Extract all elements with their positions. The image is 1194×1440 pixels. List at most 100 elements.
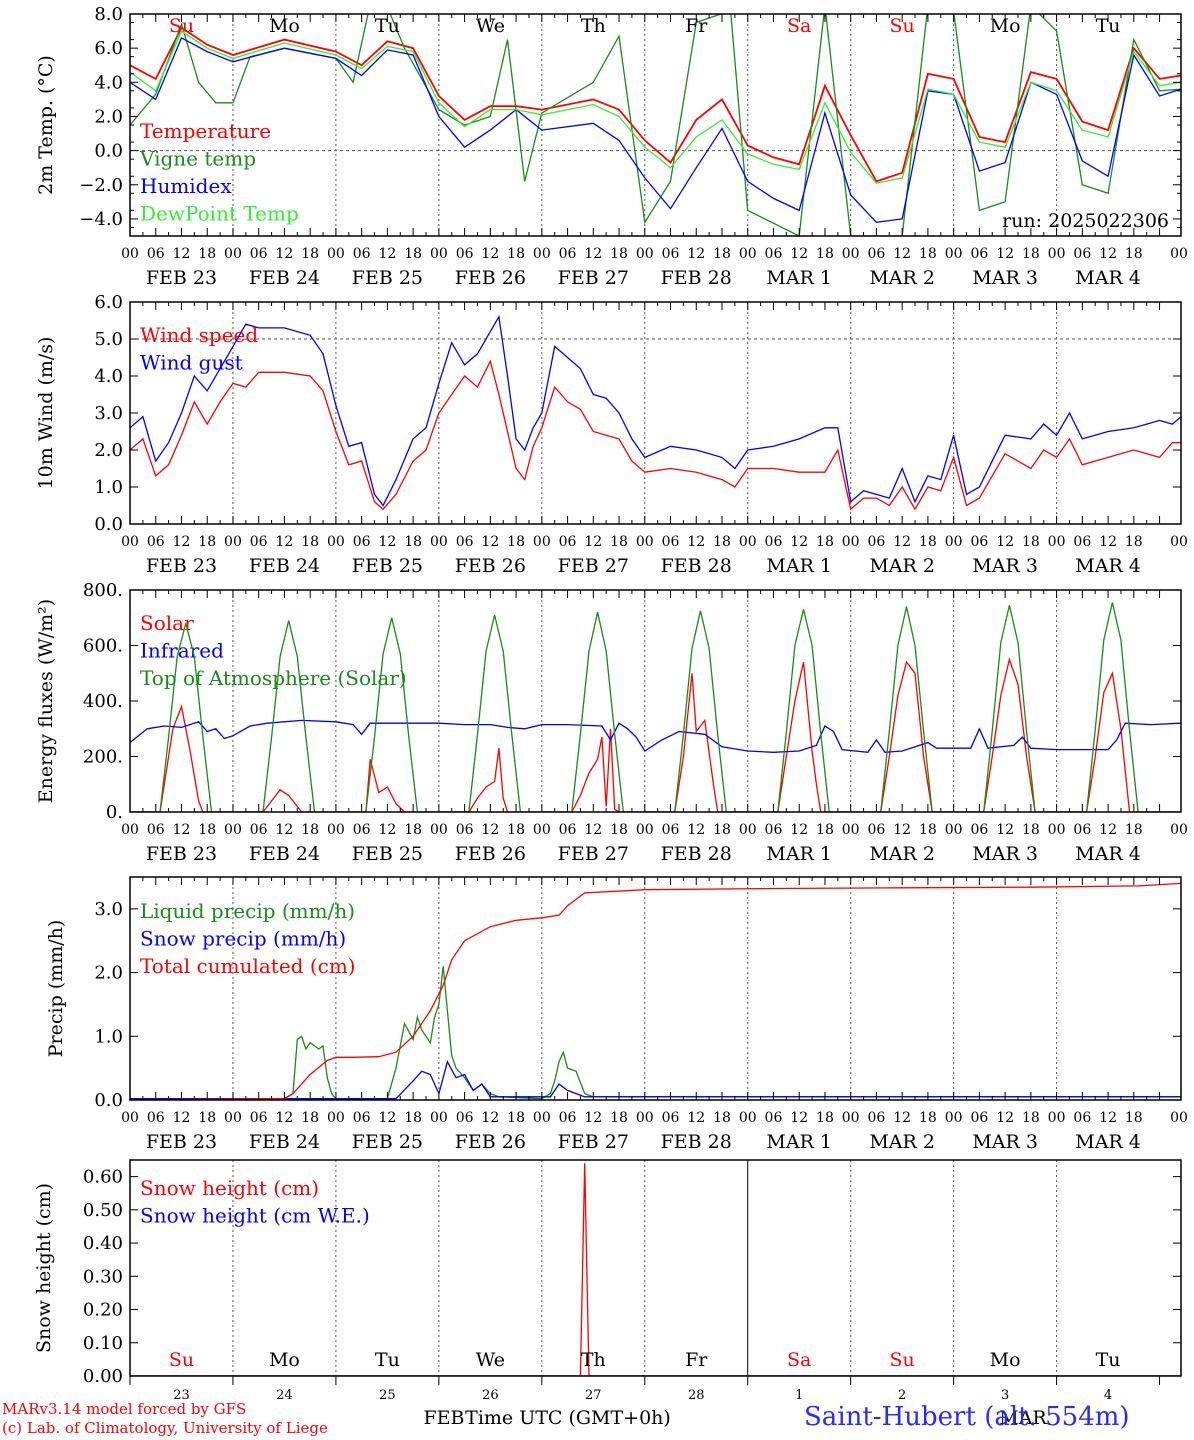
- series-line-0: [130, 1163, 1181, 1376]
- y-axis-title: Precip (mm/h): [45, 920, 67, 1058]
- date-label: FEB 27: [558, 843, 629, 865]
- hour-label: 06: [559, 534, 577, 550]
- date-label: MAR 2: [869, 843, 935, 865]
- hour-label: 18: [1125, 1110, 1143, 1126]
- y-tick-label: 0.10: [83, 1333, 123, 1354]
- hour-label: 12: [481, 534, 499, 550]
- hour-label: 06: [147, 534, 165, 550]
- hour-label: 12: [276, 534, 294, 550]
- y-tick-label: 400.: [83, 691, 123, 712]
- date-label: FEB 24: [249, 843, 320, 865]
- hour-label: 06: [868, 1110, 886, 1126]
- date-label: FEB 25: [352, 1131, 423, 1153]
- hour-label: 06: [250, 822, 268, 838]
- day-name: Mo: [990, 15, 1021, 37]
- hour-label: 18: [919, 822, 937, 838]
- hour-label: 06: [353, 534, 371, 550]
- hour-label: 12: [584, 246, 602, 262]
- hour-label: 12: [481, 246, 499, 262]
- hour-label: 18: [507, 534, 525, 550]
- hour-label: 06: [970, 1110, 988, 1126]
- hour-label: 18: [404, 822, 422, 838]
- hour-label: 12: [173, 246, 191, 262]
- hour-label: 06: [559, 246, 577, 262]
- hour-label: 00: [1170, 822, 1188, 838]
- hour-label: 18: [610, 822, 628, 838]
- hour-label: 00: [533, 534, 551, 550]
- hour-label: 12: [378, 822, 396, 838]
- y-tick-label: 2.0: [94, 106, 123, 127]
- hour-label: 18: [507, 1110, 525, 1126]
- day-name: Su: [890, 1349, 915, 1371]
- hour-label: 00: [533, 1110, 551, 1126]
- hour-label: 18: [301, 246, 319, 262]
- date-label: MAR 1: [766, 843, 832, 865]
- y-tick-label: −2.0: [79, 175, 123, 196]
- legend-entry: Liquid precip (mm/h): [140, 899, 355, 923]
- hour-label: 12: [893, 822, 911, 838]
- hour-label: 06: [559, 1110, 577, 1126]
- hour-label: 06: [765, 1110, 783, 1126]
- y-tick-label: 2.0: [94, 963, 123, 984]
- day-number: 3: [1001, 1388, 1009, 1403]
- hour-label: 12: [996, 822, 1014, 838]
- hour-label: 06: [456, 822, 474, 838]
- hour-label: 00: [636, 246, 654, 262]
- hour-label: 18: [816, 1110, 834, 1126]
- legend-entry: Solar: [140, 611, 194, 635]
- y-axis-title: Energy fluxes (W/m²): [35, 599, 57, 803]
- hour-label: 00: [1170, 534, 1188, 550]
- day-name: Sa: [787, 15, 811, 37]
- hour-label: 18: [507, 246, 525, 262]
- hour-label: 06: [868, 534, 886, 550]
- hour-label: 12: [790, 534, 808, 550]
- date-label: MAR 4: [1075, 843, 1141, 865]
- day-number: 25: [379, 1388, 396, 1403]
- y-axis-title: 10m Wind (m/s): [35, 337, 57, 490]
- hour-label: 00: [842, 246, 860, 262]
- date-label: FEB 25: [352, 555, 423, 577]
- hour-label: 12: [1099, 822, 1117, 838]
- hour-label: 18: [404, 1110, 422, 1126]
- date-label: FEB 23: [146, 555, 217, 577]
- day-number: 2: [898, 1388, 906, 1403]
- series-line-3: [130, 30, 1181, 184]
- hour-label: 06: [147, 822, 165, 838]
- series-line-1: [130, 314, 1181, 507]
- day-number: 1: [795, 1388, 803, 1403]
- hour-label: 18: [1125, 534, 1143, 550]
- hour-label: 00: [1048, 1110, 1066, 1126]
- legend-entry: Infrared: [140, 639, 224, 663]
- hour-label: 12: [790, 822, 808, 838]
- day-name: Su: [169, 1349, 194, 1371]
- hour-label: 12: [893, 246, 911, 262]
- y-tick-label: 0.40: [83, 1233, 123, 1254]
- station-name: Saint-Hubert (alt. 554m): [804, 1402, 1130, 1432]
- hour-label: 06: [1073, 534, 1091, 550]
- day-name: Tu: [1096, 15, 1121, 37]
- hour-label: 06: [250, 246, 268, 262]
- hour-label: 00: [430, 1110, 448, 1126]
- hour-label: 12: [996, 534, 1014, 550]
- y-tick-label: 800.: [83, 580, 123, 601]
- hour-label: 06: [970, 534, 988, 550]
- hour-label: 00: [121, 246, 139, 262]
- y-axis-title: Snow height (cm): [33, 1183, 55, 1353]
- y-tick-label: 4.0: [94, 72, 123, 93]
- day-name: Mo: [269, 15, 300, 37]
- hour-label: 12: [378, 534, 396, 550]
- hour-label: 12: [276, 1110, 294, 1126]
- date-label: MAR 2: [869, 1131, 935, 1153]
- legend-entry: Humidex: [140, 174, 232, 198]
- legend-entry: Wind speed: [140, 323, 258, 347]
- hour-label: 18: [301, 1110, 319, 1126]
- y-tick-label: 0.: [106, 802, 123, 823]
- hour-label: 18: [1125, 822, 1143, 838]
- hour-label: 00: [121, 1110, 139, 1126]
- hour-label: 18: [919, 1110, 937, 1126]
- date-label: FEB 23: [146, 843, 217, 865]
- hour-label: 18: [713, 534, 731, 550]
- hour-label: 12: [276, 822, 294, 838]
- y-tick-label: 0.60: [83, 1167, 123, 1188]
- hour-label: 00: [1048, 534, 1066, 550]
